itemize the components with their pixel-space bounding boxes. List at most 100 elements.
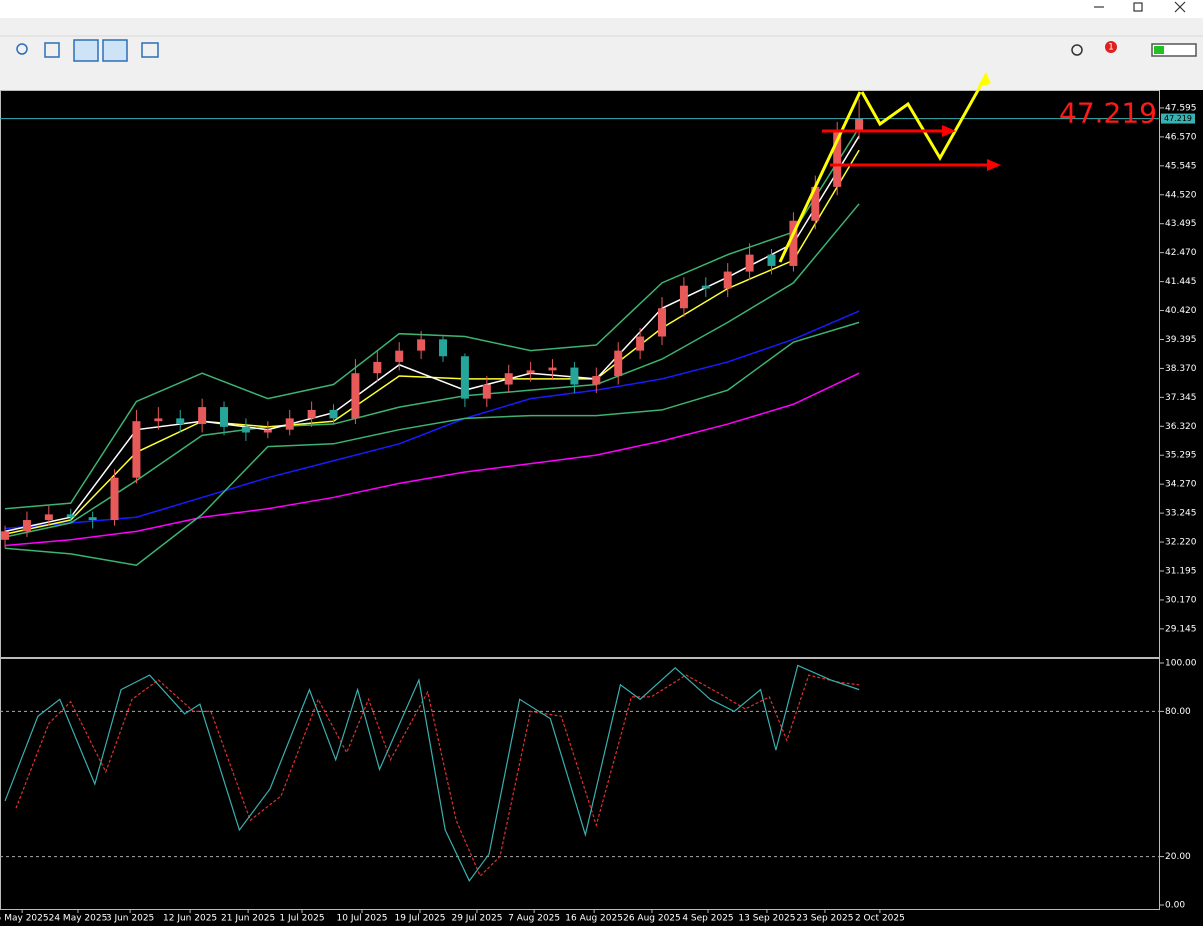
candle-body <box>373 361 382 374</box>
toolbar-icons <box>16 39 1197 62</box>
y-tick-label: 31.195 <box>1165 567 1197 577</box>
title-bar <box>0 0 1203 18</box>
candle-body <box>811 186 820 221</box>
candle-body <box>548 367 557 371</box>
x-tick-label: 16 Aug 2025 <box>565 914 623 924</box>
screenshot[interactable] <box>141 42 159 58</box>
candle-body <box>614 350 623 377</box>
x-tick-label: 23 Sep 2025 <box>796 914 853 924</box>
plot: 47.595 46.570 45.545 44.520 43.495 42.470 41.4… <box>0 97 1197 924</box>
candle-body <box>66 514 75 518</box>
indicator-line <box>4 127 860 510</box>
y-tick-label: 29.145 <box>1165 624 1197 634</box>
candle-body <box>198 407 207 425</box>
candle-body <box>701 285 710 289</box>
y-tick-label: 33.245 <box>1165 509 1197 519</box>
candle-body <box>417 339 426 351</box>
candle-body <box>176 418 185 425</box>
candle-body <box>88 517 97 521</box>
close[interactable] <box>1174 1 1186 13</box>
x-tick-label: 2 Oct 2025 <box>855 914 905 924</box>
candle-body <box>1 531 10 540</box>
candle-body <box>395 350 404 362</box>
last-price-tag <box>1161 113 1195 124</box>
yellow-arrow <box>778 91 862 263</box>
x-tick-label: 3 Jun 2025 <box>106 914 154 924</box>
x-tick-label: 13 Sep 2025 <box>738 914 795 924</box>
oscillator-panel-frame <box>0 658 1160 910</box>
candle-body <box>329 409 338 419</box>
notification-count: 1 <box>1108 43 1114 53</box>
annotations <box>778 72 1001 263</box>
x-tick-label: 1 Jul 2025 <box>279 914 324 924</box>
x-tick-label: 10 Jul 2025 <box>337 914 388 924</box>
candle-body <box>460 356 469 399</box>
indicator-line <box>4 321 860 567</box>
indicator-line <box>4 203 860 538</box>
x-tick-label: 21 Jun 2025 <box>221 914 275 924</box>
candle-body <box>482 384 491 399</box>
window-controls <box>1094 1 1186 13</box>
candle-body <box>767 254 776 266</box>
candle-body <box>592 376 601 385</box>
indicator-line <box>4 310 860 530</box>
indicator-line <box>4 372 860 547</box>
chart-area <box>0 90 1203 926</box>
candle-body <box>679 285 688 309</box>
search[interactable] <box>1071 44 1083 56</box>
zoom-out[interactable] <box>16 43 28 55</box>
indicator-line <box>15 674 860 878</box>
candle-body <box>351 373 360 419</box>
x-tick-label: 7 Aug 2025 <box>508 914 560 924</box>
indicator-line <box>4 135 860 533</box>
y-tick-label: 44.520 <box>1165 190 1197 200</box>
candle-body <box>526 370 535 374</box>
candle-body <box>220 407 229 427</box>
candle-body <box>439 339 448 357</box>
candle-body <box>636 336 645 351</box>
y-tick-label: 0.00 <box>1165 901 1185 911</box>
y-tick-label: 37.345 <box>1165 393 1197 403</box>
y-tick-label: 20.00 <box>1165 852 1191 862</box>
signal-level <box>1154 46 1164 54</box>
y-tick-label: 38.370 <box>1165 364 1197 374</box>
candle-body <box>855 118 864 131</box>
y-tick-label: 47.595 <box>1165 103 1197 113</box>
y-tick-label: 39.395 <box>1165 335 1197 345</box>
x-tick-label: 4 Sep 2025 <box>682 914 733 924</box>
candle-body <box>241 426 250 433</box>
autoscroll[interactable] <box>73 39 99 62</box>
x-tick-label: 29 Jul 2025 <box>451 914 502 924</box>
y-tick-label: 100.00 <box>1165 659 1197 669</box>
y-tick-label: 42.470 <box>1165 248 1197 258</box>
y-tick-label: 45.545 <box>1165 161 1197 171</box>
y-tick-label: 41.445 <box>1165 277 1197 287</box>
indicator-line <box>4 664 860 882</box>
restore[interactable] <box>1133 2 1143 12</box>
chart-shift[interactable] <box>102 39 128 62</box>
candle-body <box>658 308 667 337</box>
y-tick-label: 36.320 <box>1165 422 1197 432</box>
y-tick-label: 43.495 <box>1165 219 1197 229</box>
y-tick-label: 34.270 <box>1165 480 1197 490</box>
y-tick-label: 30.170 <box>1165 595 1197 605</box>
arrow-head <box>978 72 991 86</box>
notification-badge[interactable] <box>1105 41 1117 53</box>
candle-body <box>263 429 272 433</box>
candle-body <box>307 409 316 419</box>
arrow-head <box>942 125 956 137</box>
candle-body <box>833 130 842 187</box>
toolbar <box>0 18 1203 90</box>
y-tick-label: 80.00 <box>1165 707 1191 717</box>
candle-body <box>745 254 754 272</box>
candle-body <box>110 477 119 521</box>
x-tick-label: 12 Jun 2025 <box>163 914 217 924</box>
candle-body <box>44 514 53 521</box>
grid-toggle[interactable] <box>44 42 60 58</box>
candle-body <box>789 220 798 266</box>
candle-body <box>723 271 732 289</box>
candle-body <box>154 418 163 422</box>
last-price-big: 47.219 <box>1059 97 1157 130</box>
y-tick-label: 40.420 <box>1165 306 1197 316</box>
price-panel-frame <box>0 90 1160 658</box>
